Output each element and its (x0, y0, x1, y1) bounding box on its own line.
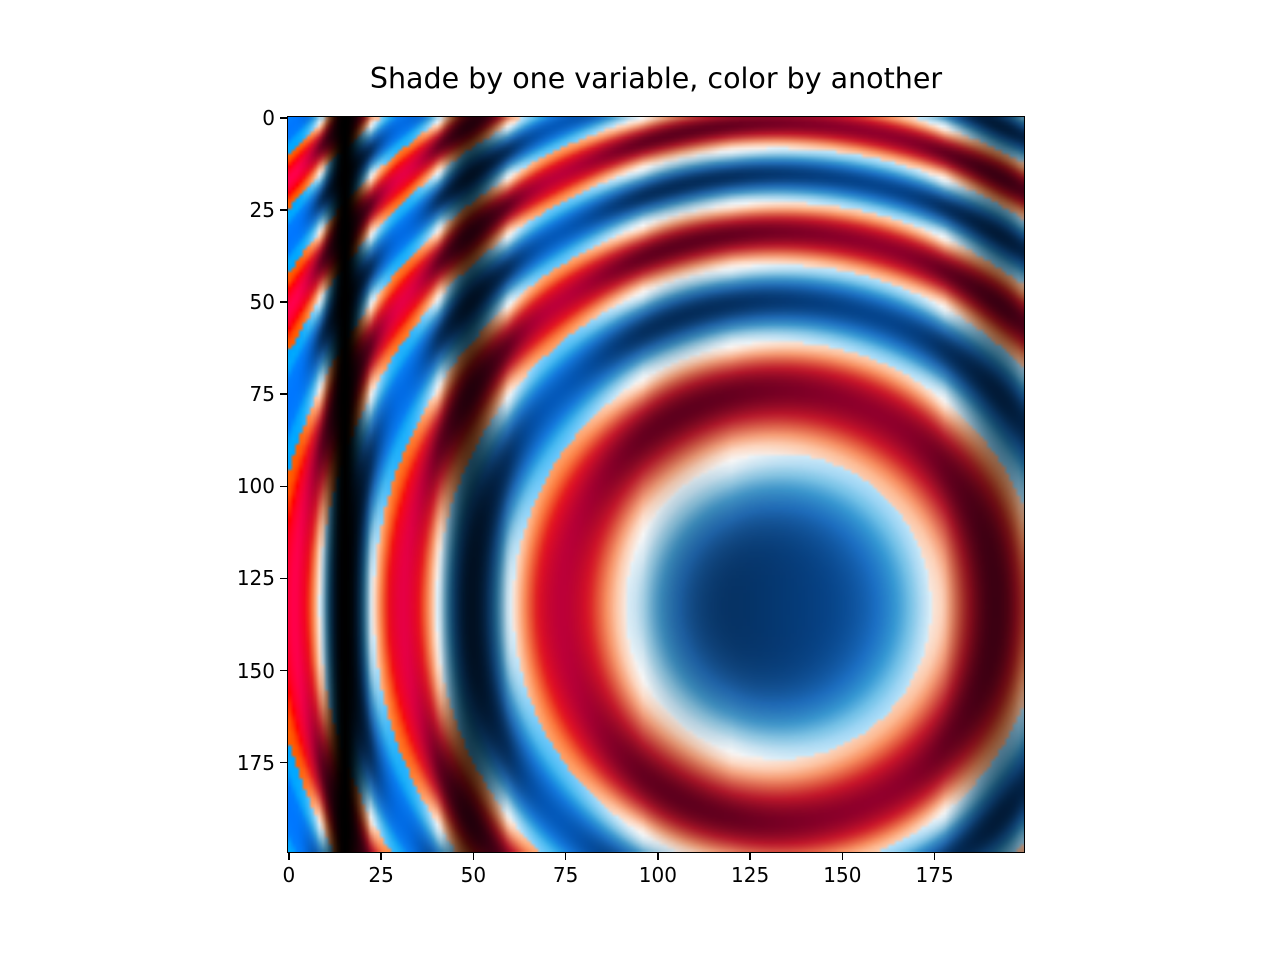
x-tick-label: 25 (368, 863, 394, 887)
x-tick (380, 853, 382, 860)
x-tick-label: 150 (823, 863, 862, 887)
y-tick-label: 175 (236, 750, 275, 775)
x-tick (472, 853, 475, 860)
y-tick-label: 25 (249, 197, 275, 222)
y-tick (280, 117, 287, 119)
x-tick-label: 50 (460, 863, 487, 887)
y-tick-label: 0 (262, 105, 275, 130)
x-tick (564, 853, 567, 860)
x-tick-label: 75 (552, 863, 579, 887)
y-tick-label: 75 (249, 382, 275, 407)
y-tick (280, 301, 287, 303)
y-tick-label: 50 (249, 290, 275, 315)
x-tick (841, 853, 844, 860)
x-tick (288, 853, 290, 860)
x-tick (749, 853, 751, 860)
y-tick-label: 100 (236, 474, 275, 499)
y-tick (280, 393, 287, 395)
y-tick (280, 669, 287, 672)
x-tick (933, 853, 936, 860)
x-tick-label: 125 (731, 863, 770, 887)
y-tick-label: 150 (236, 658, 275, 683)
y-tick (280, 577, 287, 580)
y-tick (280, 761, 287, 764)
x-tick-label: 0 (282, 863, 296, 887)
plot-area (287, 116, 1025, 853)
y-tick (280, 485, 287, 488)
x-tick (657, 853, 659, 860)
y-tick (280, 209, 287, 211)
chart-title: Shade by one variable, color by another (369, 62, 943, 95)
y-tick-label: 125 (236, 566, 275, 591)
heatmap-image (288, 117, 1024, 852)
x-tick-label: 100 (638, 863, 677, 887)
x-tick-label: 175 (915, 863, 954, 887)
